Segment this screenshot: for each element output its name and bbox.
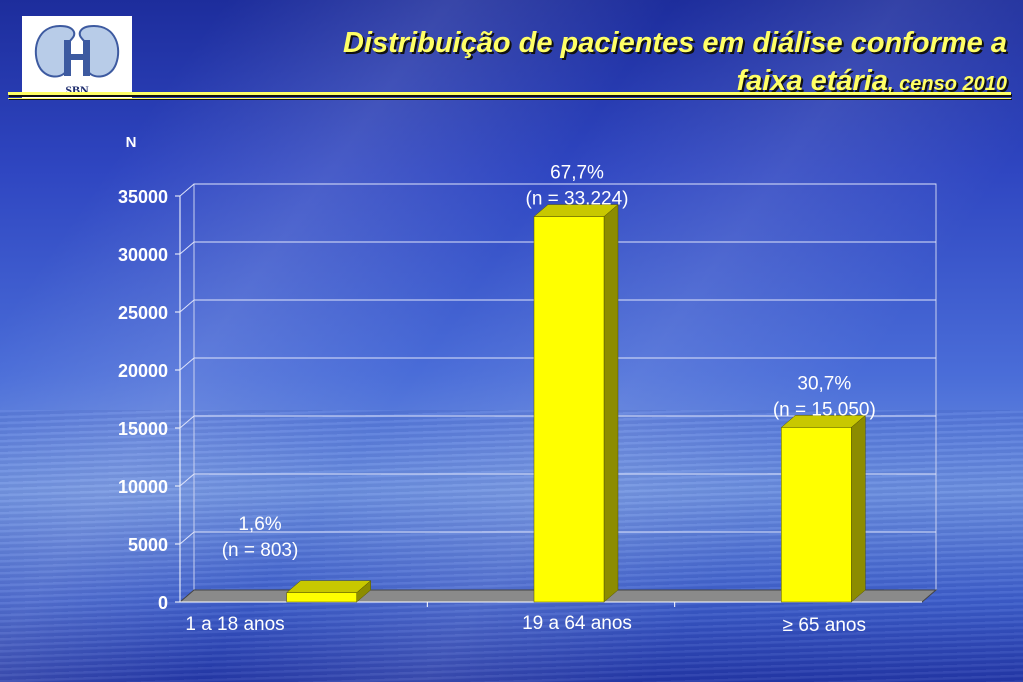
y-tick-label: 35000 (118, 187, 168, 207)
title-underline-thin (8, 98, 1011, 99)
gridline-side (179, 531, 195, 545)
data-label: (n = 15.050) (773, 399, 876, 420)
slide-title: Distribuição de pacientes em diálise con… (187, 24, 1007, 105)
gridline-side (179, 415, 195, 429)
data-label: 1,6% (238, 514, 281, 535)
title-line-1: Distribuição de pacientes em diálise con… (343, 27, 1007, 59)
y-axis-label: N (126, 134, 137, 151)
bar (286, 592, 357, 603)
x-category-label: 1 a 18 anos (185, 614, 284, 635)
title-line-2: faixa etária (736, 65, 889, 97)
y-tick-label: 10000 (118, 477, 168, 497)
y-tick-label: 20000 (118, 361, 168, 381)
data-label: (n = 33.224) (526, 189, 629, 210)
y-tick-label: 0 (158, 593, 168, 613)
bar-side (603, 204, 619, 603)
gridline-side (179, 183, 195, 197)
y-tick-label: 30000 (118, 245, 168, 265)
sbn-logo: SBN (22, 16, 132, 100)
bar-top (285, 580, 372, 593)
y-tick-label: 15000 (118, 419, 168, 439)
gridline-side (179, 357, 195, 371)
data-label: 67,7% (550, 163, 604, 184)
x-category-label: 19 a 64 anos (522, 613, 632, 634)
y-tick-label: 25000 (118, 303, 168, 323)
gridline-side (179, 473, 195, 487)
bar-side (851, 414, 866, 603)
data-label: 30,7% (797, 373, 851, 394)
bar (533, 216, 605, 603)
x-category-label: ≥ 65 anos (783, 615, 866, 636)
gridline-side (179, 299, 195, 313)
title-suffix: , censo 2010 (888, 73, 1007, 95)
data-label: (n = 803) (222, 540, 299, 561)
kidney-logo-icon (34, 24, 120, 78)
y-tick-label: 5000 (128, 535, 168, 555)
title-underline (8, 92, 1011, 95)
bar (781, 427, 852, 603)
gridline-side (179, 241, 195, 255)
